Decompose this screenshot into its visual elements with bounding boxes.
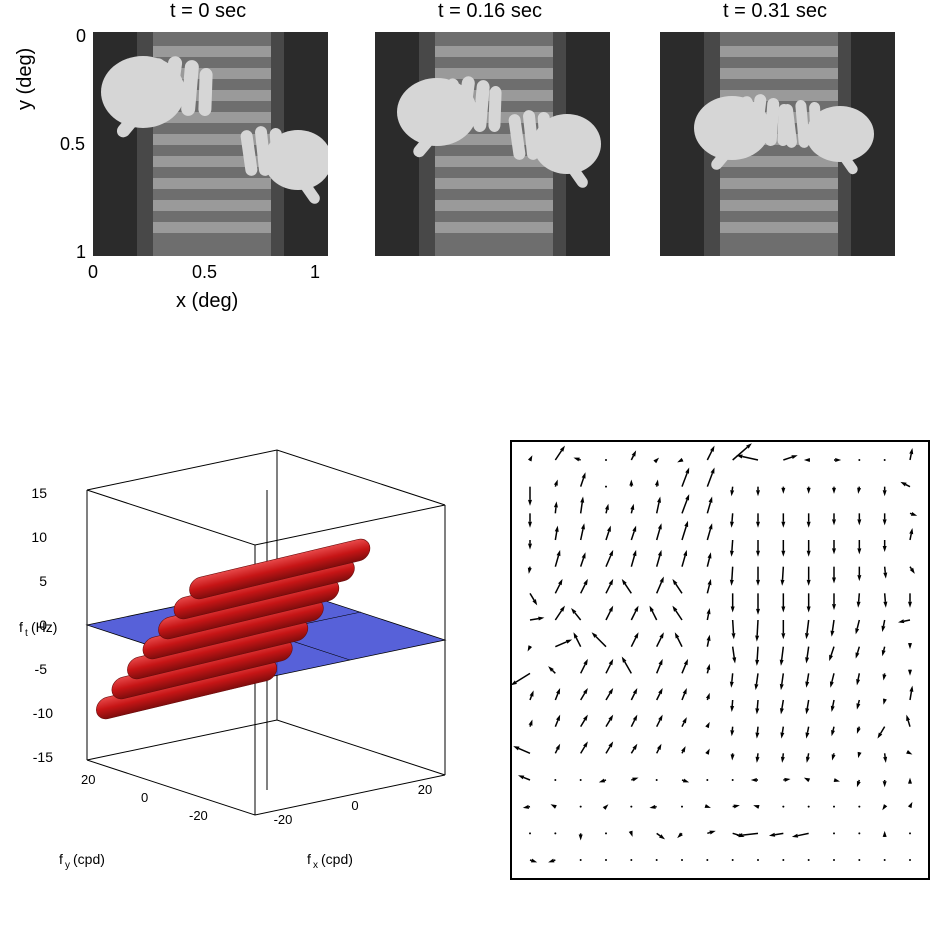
ytick-1: 0.5: [60, 134, 85, 155]
frame-image-1: [375, 32, 610, 256]
ytick-0: 0: [76, 26, 86, 47]
quiver-svg: [512, 442, 928, 878]
xtick-0: 0: [88, 262, 98, 283]
svg-text:(cpd): (cpd): [321, 851, 353, 867]
svg-text:-20: -20: [274, 812, 293, 827]
xtick-1: 0.5: [192, 262, 217, 283]
svg-text:20: 20: [418, 782, 432, 797]
svg-text:0: 0: [141, 790, 148, 805]
svg-text:15: 15: [31, 485, 47, 501]
time-label-0: t = 0 sec: [170, 0, 246, 23]
xlabel: x (deg): [176, 290, 238, 313]
xtick-2: 1: [310, 262, 320, 283]
svg-text:-15: -15: [33, 749, 53, 765]
svg-text:0: 0: [351, 798, 358, 813]
svg-text:t: t: [25, 628, 28, 639]
bottom-row: 15 10 5 0 -5 -10 -15 20 0 -20 -20 0 20 f: [0, 420, 951, 920]
frame-image-0: [93, 32, 328, 256]
svg-text:10: 10: [31, 529, 47, 545]
svg-text:(cpd): (cpd): [73, 851, 105, 867]
svg-text:-10: -10: [33, 705, 53, 721]
optical-flow-plot: [510, 440, 930, 880]
svg-text:x: x: [313, 860, 318, 871]
time-label-1: t = 0.16 sec: [438, 0, 542, 23]
ytick-2: 1: [76, 242, 86, 263]
frame-image-2: [660, 32, 895, 256]
figure-page: t = 0 sec t = 0.16 sec t = 0.31 sec: [0, 0, 951, 938]
svg-text:y: y: [65, 860, 70, 871]
spectrum-3d-plot: 15 10 5 0 -5 -10 -15 20 0 -20 -20 0 20 f: [15, 420, 455, 900]
svg-text:-20: -20: [189, 808, 208, 823]
svg-text:f: f: [307, 851, 311, 867]
time-label-2: t = 0.31 sec: [723, 0, 827, 23]
svg-text:f: f: [19, 619, 23, 635]
svg-text:5: 5: [39, 573, 47, 589]
svg-text:20: 20: [81, 772, 95, 787]
ylabel: y (deg): [14, 48, 37, 110]
svg-text:f: f: [59, 851, 63, 867]
svg-text:(Hz): (Hz): [31, 619, 57, 635]
svg-text:-5: -5: [35, 661, 48, 677]
frames-row: t = 0 sec t = 0.16 sec t = 0.31 sec: [0, 0, 951, 320]
